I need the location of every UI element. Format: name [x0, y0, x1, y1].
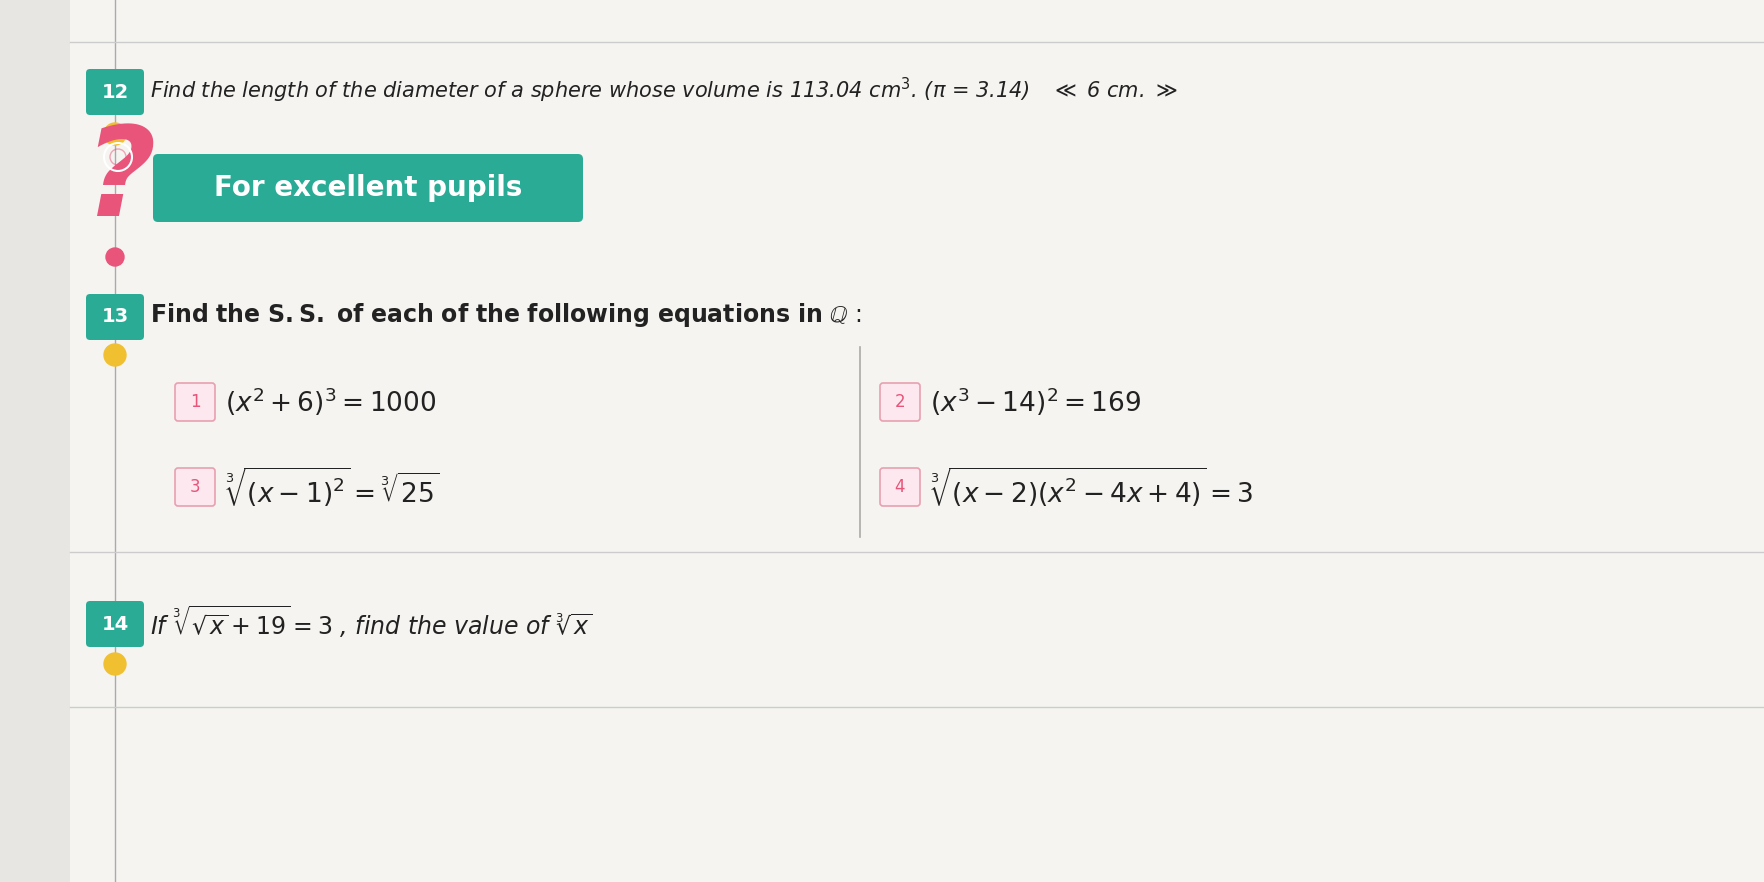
- FancyBboxPatch shape: [153, 154, 582, 222]
- Text: $(x^2+6)^3=1000$: $(x^2+6)^3=1000$: [224, 385, 436, 418]
- Text: 13: 13: [101, 308, 129, 326]
- Text: 2: 2: [894, 393, 905, 411]
- Text: Find the length of the diameter of a sphere whose volume is 113.04 cm$^3$. ($\pi: Find the length of the diameter of a sph…: [150, 75, 1177, 105]
- Text: If $\sqrt[3]{\sqrt{x}+19}=3$ , find the value of $\sqrt[3]{x}$: If $\sqrt[3]{\sqrt{x}+19}=3$ , find the …: [150, 604, 593, 640]
- Text: For excellent pupils: For excellent pupils: [213, 174, 522, 202]
- Circle shape: [104, 344, 125, 366]
- Circle shape: [104, 653, 125, 675]
- FancyBboxPatch shape: [880, 468, 919, 506]
- Text: 3: 3: [189, 478, 199, 496]
- FancyBboxPatch shape: [86, 69, 145, 115]
- Text: $\sqrt[3]{(x-1)^2}=\sqrt[3]{25}$: $\sqrt[3]{(x-1)^2}=\sqrt[3]{25}$: [224, 466, 439, 509]
- Text: $(x^3-14)^2=169$: $(x^3-14)^2=169$: [930, 385, 1141, 418]
- Text: $\sqrt[3]{(x-2)(x^2-4x+4)}=3$: $\sqrt[3]{(x-2)(x^2-4x+4)}=3$: [930, 466, 1252, 509]
- Text: 1: 1: [189, 393, 199, 411]
- Text: $\mathbf{Find\ the\ S.S.\ of\ each\ of\ the\ following\ equations\ in}$ $\mathbb: $\mathbf{Find\ the\ S.S.\ of\ each\ of\ …: [150, 301, 861, 329]
- Text: 4: 4: [894, 478, 905, 496]
- Text: ?: ?: [83, 122, 157, 243]
- FancyBboxPatch shape: [175, 383, 215, 421]
- Text: 12: 12: [101, 83, 129, 101]
- FancyBboxPatch shape: [86, 601, 145, 647]
- Text: 14: 14: [101, 615, 129, 633]
- FancyBboxPatch shape: [86, 294, 145, 340]
- FancyBboxPatch shape: [880, 383, 919, 421]
- FancyBboxPatch shape: [71, 0, 1764, 882]
- FancyBboxPatch shape: [175, 468, 215, 506]
- Circle shape: [104, 123, 125, 145]
- Circle shape: [106, 248, 123, 266]
